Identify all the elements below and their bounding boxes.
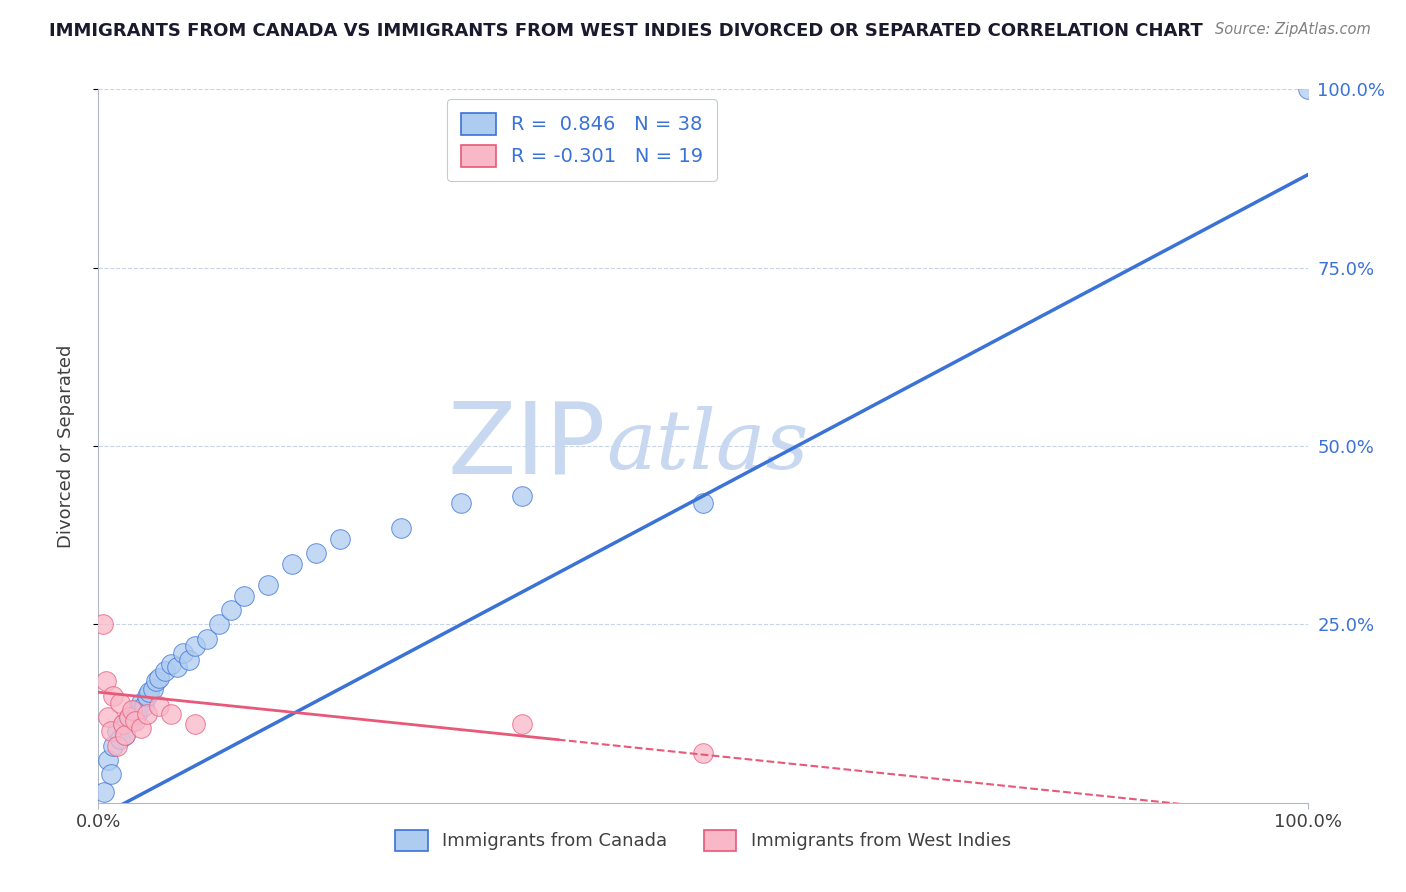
Point (329, 532, 352, 546)
Legend: Immigrants from Canada, Immigrants from West Indies: Immigrants from Canada, Immigrants from … (388, 822, 1018, 858)
Point (510, 489, 533, 503)
Point (305, 546, 328, 560)
Point (145, 674, 167, 689)
Point (108, 696, 131, 710)
Point (221, 603, 243, 617)
Point (184, 717, 207, 731)
Point (124, 714, 146, 728)
Text: IMMIGRANTS FROM CANADA VS IMMIGRANTS FROM WEST INDIES DIVORCED OR SEPARATED CORR: IMMIGRANTS FROM CANADA VS IMMIGRANTS FRO… (49, 22, 1204, 40)
Point (135, 706, 157, 721)
Point (108, 731, 131, 746)
Point (100, 724, 122, 739)
Text: ZIP: ZIP (449, 398, 606, 494)
Point (127, 706, 149, 721)
Point (114, 728, 136, 742)
Point (184, 639, 207, 653)
Point (118, 710, 141, 724)
Point (692, 496, 714, 510)
Point (94, 674, 117, 689)
Point (111, 717, 134, 731)
Point (172, 646, 194, 660)
Point (510, 717, 533, 731)
Y-axis label: Divorced or Separated: Divorced or Separated (56, 344, 75, 548)
Point (134, 699, 156, 714)
Point (389, 521, 412, 535)
Point (135, 689, 157, 703)
Point (160, 657, 183, 671)
Point (101, 689, 124, 703)
Point (692, 746, 714, 760)
Point (105, 724, 128, 739)
Point (166, 660, 188, 674)
Point (121, 703, 143, 717)
Point (208, 617, 231, 632)
Point (111, 717, 134, 731)
Text: atlas: atlas (606, 406, 808, 486)
Point (1296, 82, 1319, 96)
Point (101, 739, 124, 753)
Point (93, 785, 115, 799)
Point (232, 589, 254, 603)
Point (138, 685, 160, 699)
Point (148, 671, 170, 685)
Point (114, 728, 136, 742)
Point (105, 739, 128, 753)
Point (142, 681, 165, 696)
Point (118, 710, 141, 724)
Text: Source: ZipAtlas.com: Source: ZipAtlas.com (1215, 22, 1371, 37)
Point (121, 714, 143, 728)
Point (179, 653, 201, 667)
Point (129, 696, 152, 710)
Point (129, 721, 152, 735)
Point (100, 767, 122, 781)
Point (148, 699, 170, 714)
Point (281, 557, 304, 571)
Point (97, 710, 120, 724)
Point (160, 706, 183, 721)
Point (153, 664, 176, 678)
Point (195, 632, 218, 646)
Point (450, 496, 472, 510)
Point (256, 578, 278, 592)
Point (91, 617, 114, 632)
Point (97, 753, 120, 767)
Point (124, 703, 146, 717)
